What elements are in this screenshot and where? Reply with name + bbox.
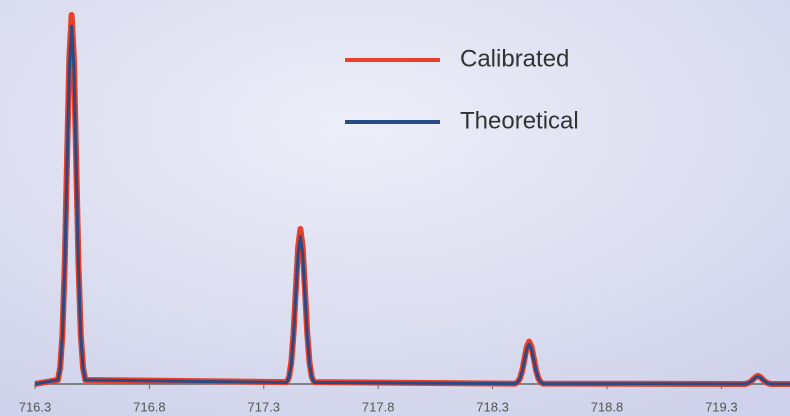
x-tick-label: 716.3	[19, 399, 52, 414]
x-tick-label: 716.8	[133, 399, 166, 414]
legend-label: Calibrated	[460, 45, 569, 72]
x-tick-label: 717.8	[362, 399, 395, 414]
x-tick-label: 718.8	[591, 399, 624, 414]
series-line	[34, 24, 790, 386]
x-tick-label: 719.3	[705, 399, 738, 414]
legend-label: Theoretical	[460, 107, 579, 134]
x-tick-label: 717.3	[248, 399, 281, 414]
x-tick-label: 718.3	[476, 399, 509, 414]
